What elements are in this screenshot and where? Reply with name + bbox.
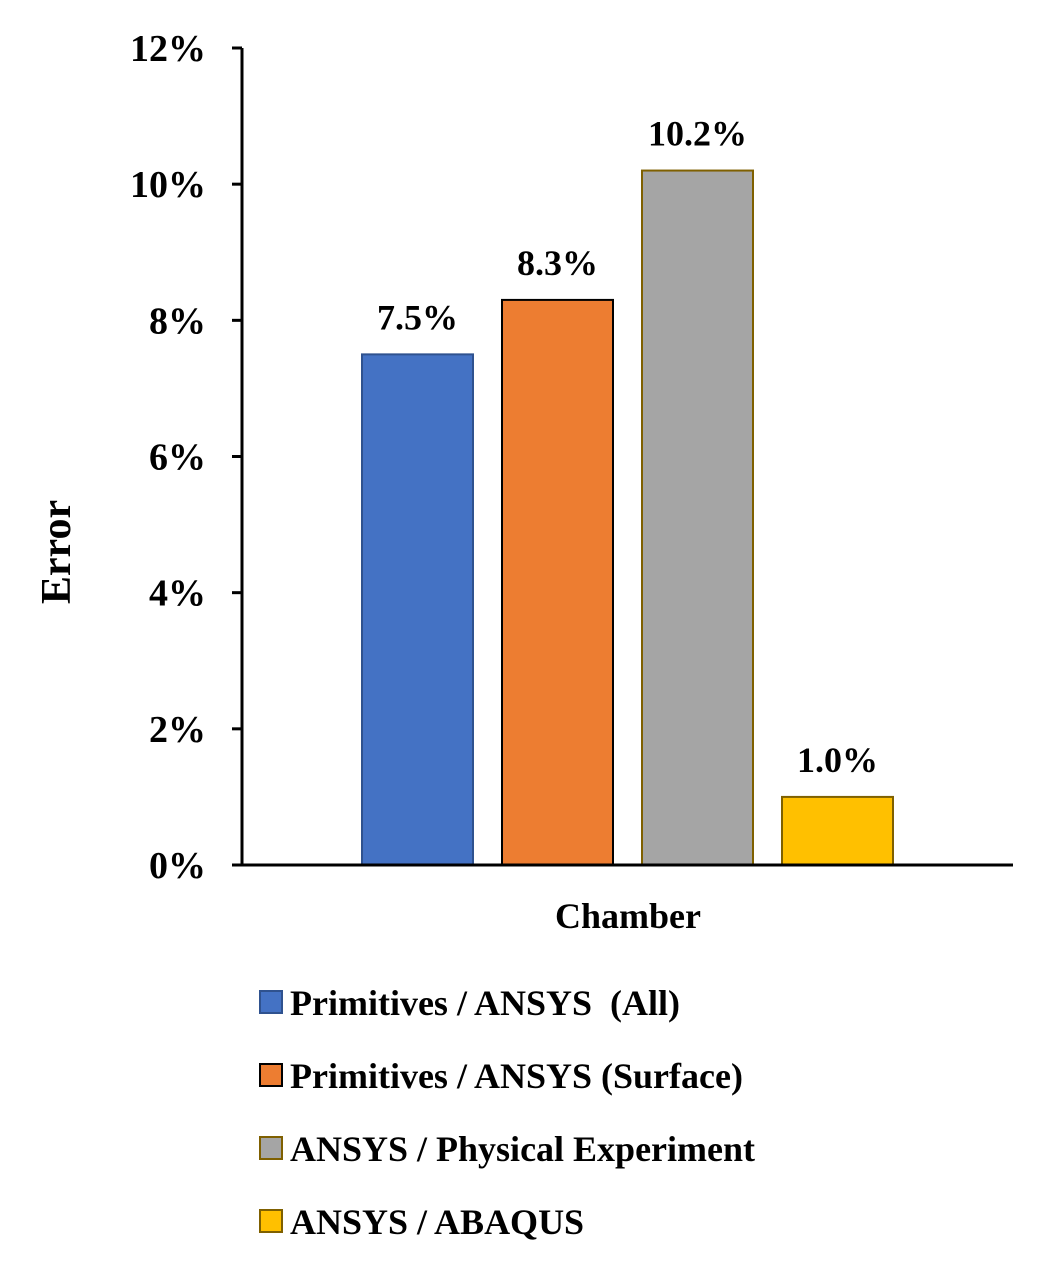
- bar: [501, 298, 614, 866]
- legend-label: ANSYS / Physical Experiment: [290, 1129, 755, 1169]
- legend-label: Primitives / ANSYS (Surface): [290, 1056, 743, 1096]
- legend-swatch: [259, 1063, 283, 1087]
- bar: [641, 169, 754, 867]
- y-tick-label: 12%: [130, 28, 206, 70]
- x-axis-title: Chamber: [555, 896, 701, 936]
- bar-data-label: 1.0%: [797, 740, 878, 780]
- y-tick-label: 10%: [130, 164, 206, 206]
- legend-swatch: [259, 990, 283, 1014]
- y-tick-label: 6%: [149, 437, 206, 479]
- bars: [361, 169, 894, 867]
- legend-label: Primitives / ANSYS (All): [290, 983, 680, 1023]
- y-axis-ticks: 0% 2% 4% 6% 8% 10% 12%: [130, 28, 242, 887]
- bar-data-label: 8.3%: [517, 243, 598, 283]
- legend-label: ANSYS / ABAQUS: [290, 1202, 584, 1242]
- y-tick-label: 2%: [149, 709, 206, 751]
- legend-swatch: [259, 1209, 283, 1233]
- y-tick-label: 4%: [149, 573, 206, 615]
- legend-item: ANSYS / Physical Experiment: [259, 1129, 755, 1169]
- legend-swatch: [259, 1136, 283, 1160]
- bar: [361, 353, 474, 866]
- bar: [781, 795, 894, 867]
- legend-item: ANSYS / ABAQUS: [259, 1202, 584, 1242]
- y-axis-title: Error: [34, 500, 80, 604]
- legend: Primitives / ANSYS (All) Primitives / ANS…: [259, 983, 755, 1242]
- bar-data-labels: 7.5% 8.3% 10.2% 1.0%: [377, 114, 878, 780]
- bar-data-label: 7.5%: [377, 297, 458, 337]
- bar-data-label: 10.2%: [648, 114, 747, 154]
- legend-item: Primitives / ANSYS (All): [259, 983, 680, 1023]
- legend-item: Primitives / ANSYS (Surface): [259, 1056, 743, 1096]
- y-tick-label: 0%: [149, 845, 206, 887]
- y-tick-label: 8%: [149, 300, 206, 342]
